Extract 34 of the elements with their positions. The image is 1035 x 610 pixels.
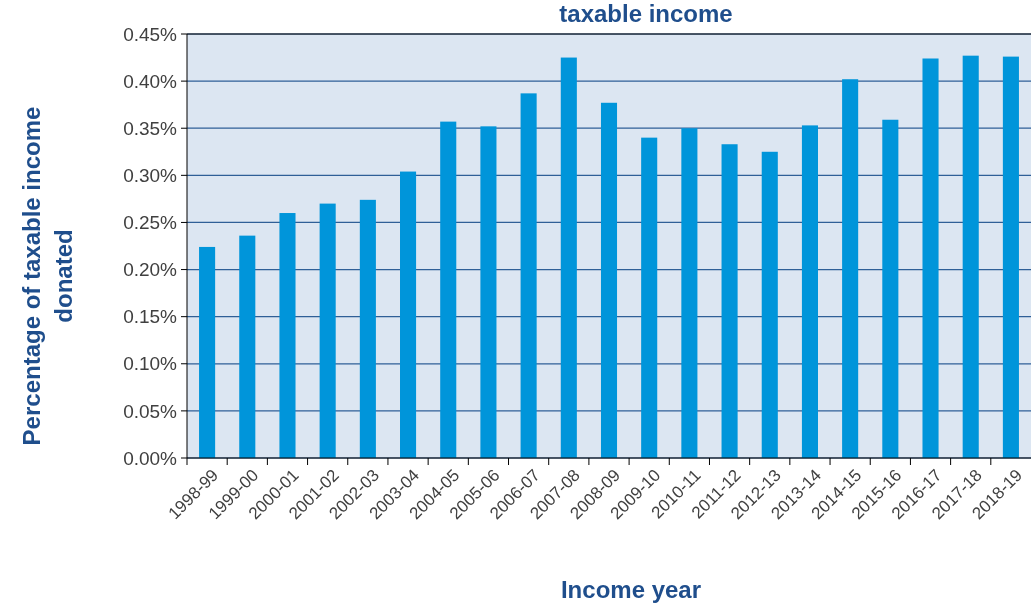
bar: [641, 137, 658, 458]
y-tick-label: 0.35%: [123, 117, 178, 139]
bar: [319, 203, 336, 458]
chart-title: taxable income: [559, 0, 733, 27]
bar: [239, 235, 256, 458]
bar: [359, 199, 376, 458]
y-tick-label: 0.45%: [123, 23, 178, 45]
y-tick-label: 0.15%: [123, 306, 178, 328]
bar: [400, 171, 417, 458]
bar: [279, 213, 296, 458]
bar: [761, 151, 778, 458]
bar: [560, 57, 577, 458]
bar: [440, 121, 457, 458]
bar: [842, 79, 859, 458]
bar: [962, 55, 979, 458]
bar: [681, 128, 698, 458]
y-tick-label: 0.40%: [123, 70, 178, 92]
bar: [922, 58, 939, 458]
x-axis-title: Income year: [560, 576, 702, 603]
y-tick-label: 0.10%: [123, 353, 178, 375]
y-tick-label: 0.00%: [123, 447, 178, 469]
y-tick-label: 0.25%: [123, 212, 178, 234]
bar: [1002, 56, 1019, 458]
y-tick-label: 0.30%: [123, 164, 178, 186]
bar: [520, 93, 537, 458]
y-tick-label: 0.20%: [123, 259, 178, 281]
bar: [882, 119, 899, 458]
bar: [721, 144, 738, 458]
bar: [480, 126, 497, 458]
bar: [199, 246, 216, 458]
y-axis-title: Percentage of taxable income donated: [18, 106, 77, 446]
bar: [801, 125, 818, 458]
y-tick-label: 0.05%: [123, 400, 178, 422]
bar: [600, 102, 618, 458]
